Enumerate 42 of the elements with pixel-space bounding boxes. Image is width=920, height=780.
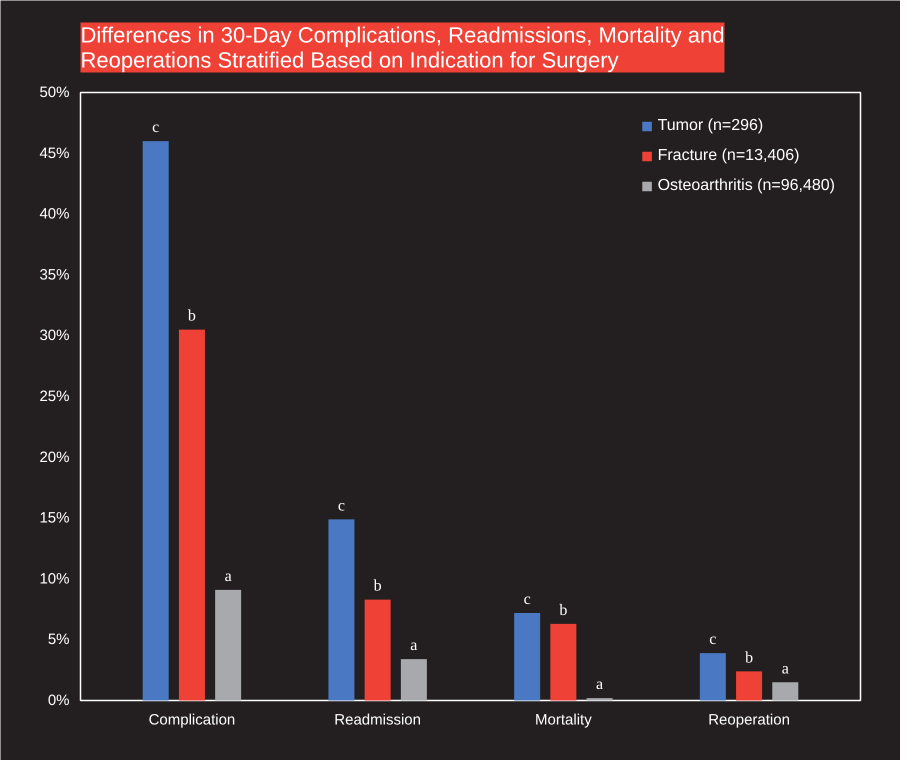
legend-label: Fracture (n=13,406)	[658, 147, 800, 165]
legend-label: Tumor (n=296)	[658, 117, 764, 135]
legend-label: Osteoarthritis (n=96,480)	[658, 177, 835, 195]
y-tick-label: 50%	[39, 84, 70, 101]
y-tick-label: 30%	[39, 327, 70, 344]
y-tick-label: 25%	[39, 388, 70, 405]
data-label: c	[338, 497, 345, 514]
data-label: b	[559, 602, 568, 619]
data-label: b	[745, 649, 754, 666]
y-tick-label: 20%	[39, 448, 70, 466]
bar	[328, 519, 354, 700]
bar	[700, 653, 726, 700]
x-tick-label: Complication	[148, 712, 236, 728]
x-tick-label: Reoperation	[708, 712, 790, 728]
data-label: a	[224, 568, 232, 585]
y-tick-label: 5%	[48, 631, 70, 648]
x-tick-label: Readmission	[334, 712, 422, 728]
bar	[400, 659, 427, 700]
chart-title: Differences in 30-Day Complications, Readmissions, Mortality and Reoperations Stratified Based on Indication for Surgery	[80, 22, 724, 72]
bar	[178, 330, 205, 700]
y-tick-label: 45%	[39, 144, 70, 162]
bar	[736, 671, 762, 700]
bar	[772, 682, 798, 700]
y-tick-label: 40%	[39, 206, 70, 223]
bar	[550, 624, 576, 700]
data-label: a	[596, 676, 604, 694]
data-label: c	[524, 590, 531, 608]
y-tick-label: 10%	[39, 570, 70, 588]
x-tick-label: Mortality	[535, 712, 592, 728]
y-tick-label: 0%	[48, 692, 70, 709]
bar	[514, 612, 540, 700]
y-tick-label: 15%	[39, 510, 70, 527]
y-tick-label: 35%	[39, 266, 70, 284]
data-label: a	[410, 637, 418, 654]
data-label: b	[374, 578, 382, 595]
data-label: a	[782, 660, 789, 678]
data-label: c	[152, 119, 160, 136]
bar	[142, 141, 169, 700]
data-label: b	[188, 308, 196, 325]
data-label: c	[709, 631, 716, 648]
bar	[364, 600, 391, 700]
bar	[215, 590, 242, 700]
